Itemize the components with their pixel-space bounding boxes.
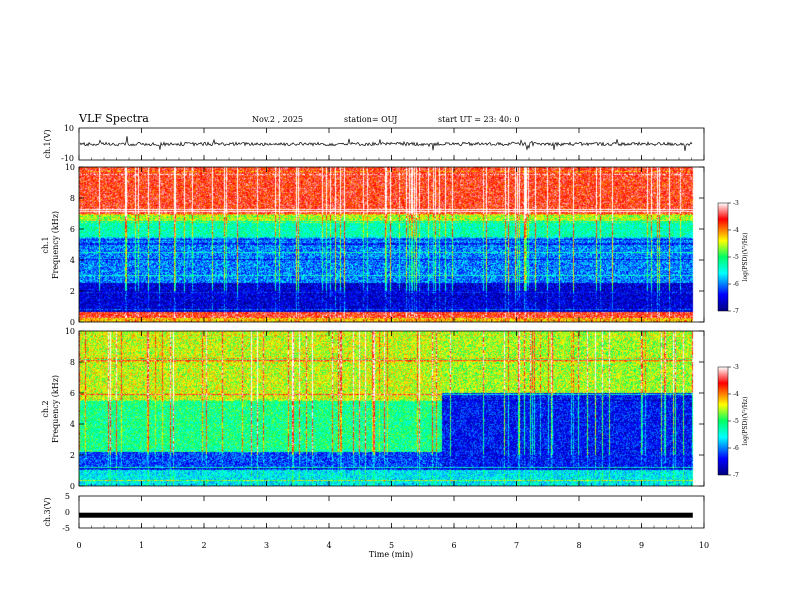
ch1-spectrogram-panel: 0 2 4 6 8 10 ch.1 Frequency (kHz) xyxy=(41,163,705,327)
ch2-spec-ytick-label: 6 xyxy=(70,389,75,398)
ch1-colorbar-tick-label: -3 xyxy=(733,200,739,207)
ch1-spec-ytick-label: 0 xyxy=(70,318,75,327)
ch2-colorbar-tick-label: -4 xyxy=(733,391,739,398)
ch2-colorbar-label: log(PSD)(V²/Hz) xyxy=(742,397,749,446)
ch2-spec-ytick-label: 8 xyxy=(70,358,75,367)
ch2-spec-ytick-label: 0 xyxy=(70,482,75,491)
ch1-ylabel: ch.1(V) xyxy=(43,129,52,158)
x-tick-label: 0 xyxy=(76,541,81,550)
ch2-spec-ytick-label: 2 xyxy=(70,451,75,460)
station-label: station= OUJ xyxy=(344,115,397,124)
x-tick-label: 6 xyxy=(451,541,456,550)
ch3-waveform-line xyxy=(79,512,693,518)
ch1-ylabel-channel: ch.1 xyxy=(41,236,50,253)
ch2-colorbar-tick-label: -6 xyxy=(733,445,739,452)
start-ut-label: start UT = 23: 40: 0 xyxy=(438,115,519,124)
ch1-ytick-bottom: -10 xyxy=(61,154,74,163)
ch1-spec-ytick-label: 6 xyxy=(70,225,75,234)
ch2-spectrogram-panel: 0 2 4 6 8 10 ch.2 Frequency (kHz) xyxy=(41,327,705,491)
ch2-colorbar-tick-label: -7 xyxy=(733,472,739,479)
ch3-ytick-bottom: -5 xyxy=(62,524,70,533)
ch2-spec-ytick-label: 10 xyxy=(65,327,75,336)
x-tick-label: 9 xyxy=(639,541,644,550)
x-tick-label: 3 xyxy=(264,541,269,550)
ch1-spec-ytick-label: 8 xyxy=(70,194,75,203)
x-tick-label: 2 xyxy=(201,541,206,550)
ch2-ylabel-frequency: Frequency (kHz) xyxy=(51,375,60,443)
ch1-spec-ytick-label: 4 xyxy=(70,256,75,265)
ch3-ylabel: ch.3(V) xyxy=(43,497,52,526)
ch1-colorbar-tick-label: -4 xyxy=(733,227,739,234)
x-tick-label: 8 xyxy=(576,541,581,550)
ch1-colorbar-tick-label: -6 xyxy=(733,281,739,288)
ch3-ytick-top: 5 xyxy=(65,492,70,501)
ch1-ytick-top: 10 xyxy=(64,124,74,133)
ch3-waveform-panel: 5 0 -5 ch.3(V) xyxy=(43,492,705,533)
x-tick-label: 4 xyxy=(326,541,331,550)
ch1-colorbar-tick-label: -7 xyxy=(733,308,739,315)
ch2-spectrogram-heatmap xyxy=(79,331,704,486)
ch2-colorbar-tick-label: -5 xyxy=(733,418,739,425)
ch1-colorbar-tick-label: -5 xyxy=(733,254,739,261)
ch3-ytick-mid: 0 xyxy=(65,508,70,517)
ch1-spec-ytick-label: 2 xyxy=(70,287,75,296)
ch1-spec-ytick-label: 10 xyxy=(65,163,75,172)
x-axis-label: Time (min) xyxy=(369,550,413,559)
ch1-colorbar: -3 -4 -5 -6 -7 log(PSD)(V²/Hz) xyxy=(717,200,749,315)
chart-title: VLF Spectra xyxy=(78,112,149,125)
ch2-colorbar-tick-label: -3 xyxy=(733,364,739,371)
ch2-colorbar: -3 -4 -5 -6 -7 log(PSD)(V²/Hz) xyxy=(717,364,749,479)
ch1-spectrogram-heatmap xyxy=(79,167,704,322)
ch1-colorbar-label: log(PSD)(V²/Hz) xyxy=(742,233,749,282)
ch1-waveform-panel: 10 -10 ch.1(V) xyxy=(43,124,705,163)
ch2-spec-ytick-label: 4 xyxy=(70,420,75,429)
ch2-ylabel-channel: ch.2 xyxy=(41,400,50,417)
x-tick-label: 7 xyxy=(514,541,519,550)
ch1-ylabel-frequency: Frequency (kHz) xyxy=(51,211,60,279)
x-tick-label: 5 xyxy=(389,541,394,550)
x-tick-label: 1 xyxy=(139,541,144,550)
x-tick-label: 10 xyxy=(699,541,709,550)
ch1-waveform-line xyxy=(79,136,693,151)
date-label: Nov.2 , 2025 xyxy=(252,115,303,124)
